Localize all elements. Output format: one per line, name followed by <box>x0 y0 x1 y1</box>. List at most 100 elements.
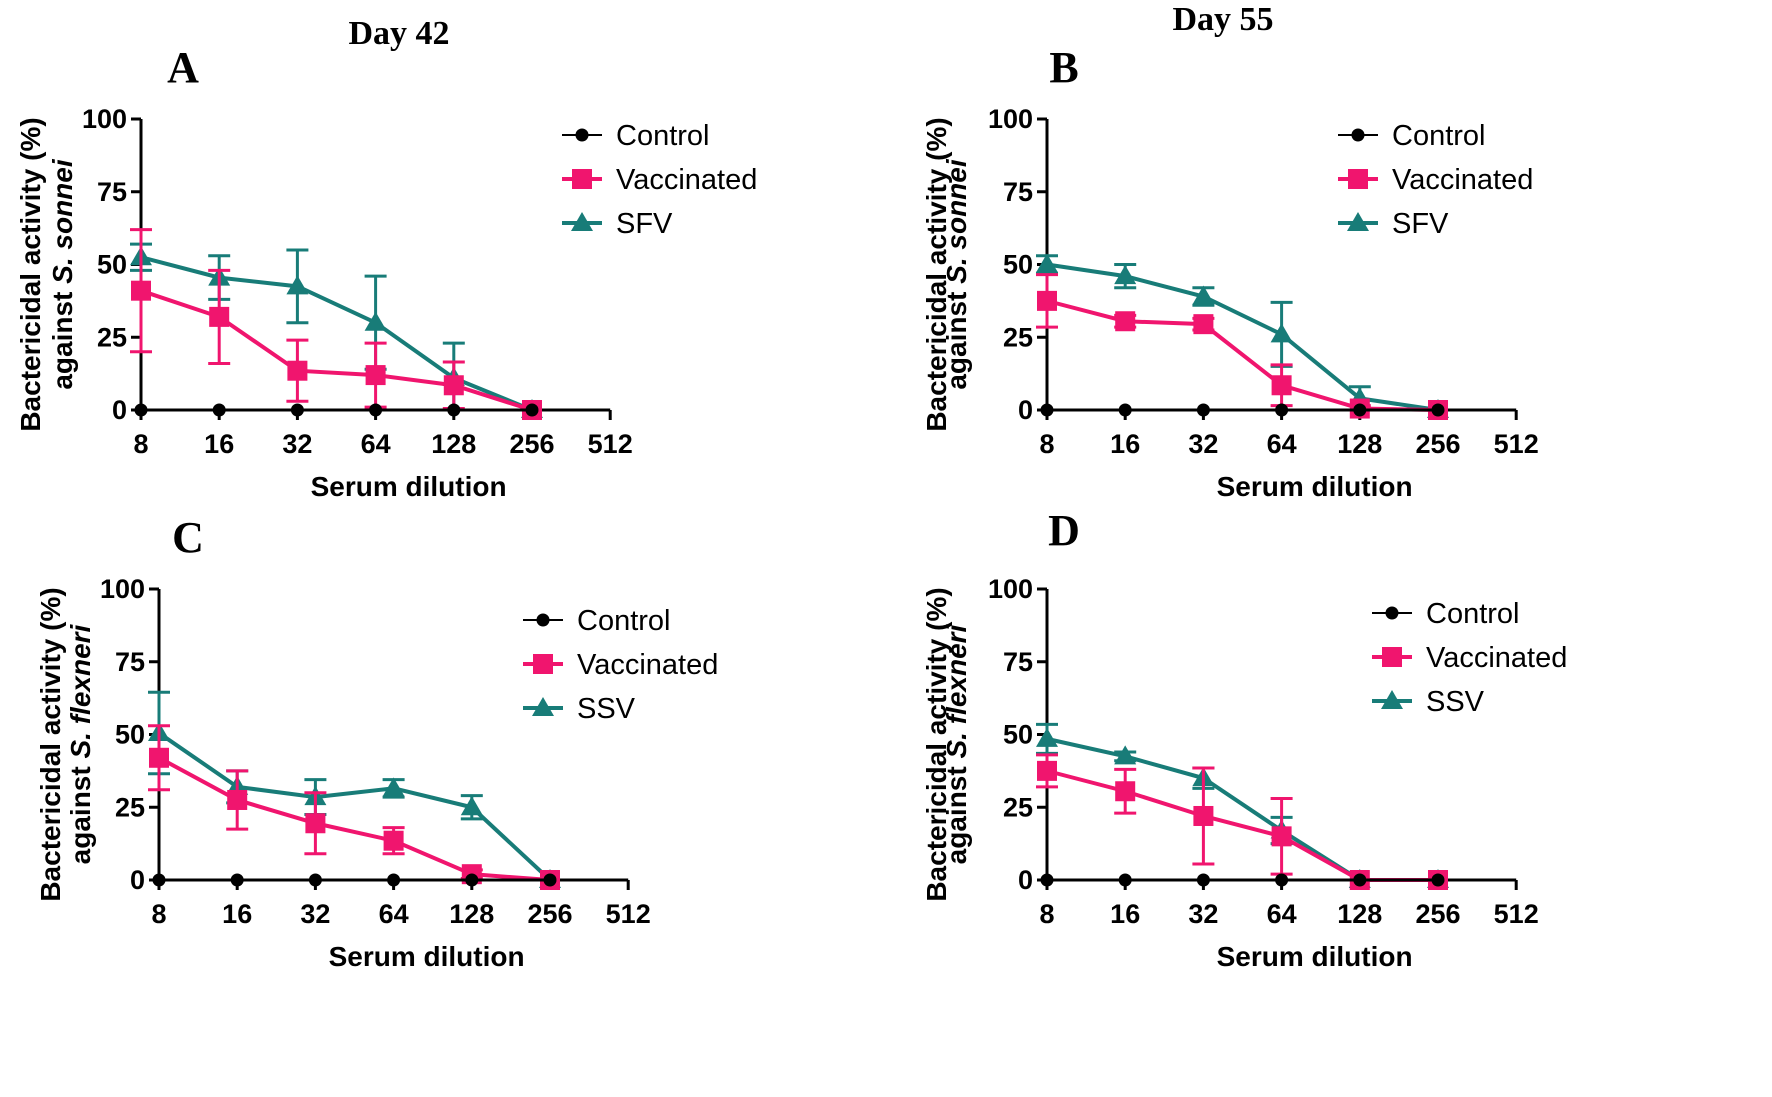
data-point-circle <box>134 403 148 417</box>
data-point-circle <box>290 403 304 417</box>
y-axis-title: Bactericidal activity (%)against S. sonn… <box>921 117 972 431</box>
y-tick-label: 100 <box>988 104 1033 134</box>
chart-panel-a: Day 42 A 0 25 50 75 100 8 16 32 64 128 256 512 Serum d… <box>15 15 757 502</box>
series-line <box>1046 262 1439 412</box>
x-tick-label: 32 <box>1188 899 1218 929</box>
panel-letter: A <box>167 43 199 92</box>
data-point-square <box>1382 647 1402 667</box>
data-point-circle <box>212 403 226 417</box>
data-point-square <box>1115 311 1136 332</box>
x-tick-label: 64 <box>1267 429 1297 459</box>
legend-label: Control <box>1392 120 1486 152</box>
data-point-square <box>1271 375 1292 396</box>
data-point-triangle <box>286 275 309 295</box>
series-line <box>157 731 552 882</box>
panel-letter: D <box>1048 506 1080 555</box>
legend-label: SSV <box>577 693 636 725</box>
y-axis-title-prefix: against <box>47 284 78 390</box>
legend-label: Control <box>1426 598 1520 630</box>
y-tick-label: 0 <box>1018 865 1033 895</box>
data-point-square <box>1037 760 1057 781</box>
data-point-square <box>1193 805 1214 826</box>
x-tick-label: 64 <box>361 429 391 459</box>
legend-label: Vaccinated <box>577 649 718 681</box>
data-point-circle <box>1351 128 1365 142</box>
y-axis-title-prefix: against <box>941 759 972 865</box>
data-point-circle <box>1385 606 1399 620</box>
data-point-circle <box>152 873 166 887</box>
y-tick-label: 100 <box>988 574 1033 604</box>
data-point-triangle <box>1036 727 1058 747</box>
series-control <box>152 873 557 887</box>
y-tick-label: 25 <box>1003 322 1033 352</box>
x-tick-label: 32 <box>300 899 330 929</box>
data-point-square <box>1348 169 1368 189</box>
data-point-circle <box>1040 403 1054 417</box>
legend-item-ssv: SSV <box>1372 686 1485 718</box>
y-tick-label: 50 <box>97 250 127 280</box>
y-tick-label: 0 <box>112 395 127 425</box>
x-tick-label: 16 <box>222 899 252 929</box>
x-axis-title: Serum dilution <box>1217 941 1413 972</box>
y-axis-title-line2: against S. flexneri <box>65 623 96 864</box>
y-axis-title-line1: Bactericidal activity (%) <box>15 117 46 431</box>
y-tick-label: 100 <box>100 574 145 604</box>
series-control <box>134 403 539 417</box>
data-point-circle <box>525 403 539 417</box>
x-tick-label: 512 <box>588 429 633 459</box>
y-tick-label: 50 <box>1003 720 1033 750</box>
data-point-square <box>305 813 326 834</box>
legend-item-vaccinated: Vaccinated <box>1338 164 1533 196</box>
data-point-square <box>365 365 386 386</box>
data-point-triangle <box>1381 690 1403 709</box>
data-point-circle <box>1431 403 1445 417</box>
legend-label: Vaccinated <box>1392 164 1533 196</box>
series-sfv <box>1036 253 1449 418</box>
data-point-circle <box>1040 873 1054 887</box>
series-ssv <box>1036 722 1449 888</box>
y-tick-label: 100 <box>82 104 127 134</box>
data-point-triangle <box>532 697 554 716</box>
x-tick-label: 8 <box>151 899 166 929</box>
y-axis-title-line1: Bactericidal activity (%) <box>921 117 952 431</box>
data-point-circle <box>536 613 550 627</box>
data-point-square <box>533 654 553 674</box>
panel-letter: B <box>1049 43 1078 92</box>
series-vaccinated <box>1036 273 1448 420</box>
legend-item-control: Control <box>562 120 710 152</box>
data-point-triangle <box>1114 265 1137 285</box>
legend: Control Vaccinated SSV <box>523 605 718 725</box>
x-tick-label: 128 <box>1337 429 1382 459</box>
data-point-circle <box>1431 873 1445 887</box>
data-point-circle <box>465 873 479 887</box>
legend-item-sfv: SFV <box>1338 208 1449 240</box>
x-tick-label: 16 <box>1110 899 1140 929</box>
y-axis-title-line2: against S. flexneri <box>941 623 972 864</box>
legend-label: SFV <box>616 208 673 240</box>
data-point-triangle <box>382 777 405 797</box>
y-axis-title-line1: Bactericidal activity (%) <box>35 587 66 901</box>
y-tick-label: 75 <box>97 177 127 207</box>
data-point-square <box>209 306 230 327</box>
data-point-circle <box>575 128 589 142</box>
data-point-circle <box>1196 403 1210 417</box>
legend-label: Control <box>616 120 710 152</box>
y-axis-title-species: S. flexneri <box>941 623 972 758</box>
data-point-triangle <box>1347 212 1369 231</box>
x-tick-label: 16 <box>204 429 234 459</box>
x-tick-label: 128 <box>431 429 476 459</box>
data-point-circle <box>1118 403 1132 417</box>
x-axis-title: Serum dilution <box>1217 471 1413 502</box>
data-point-circle <box>1275 873 1289 887</box>
data-point-triangle <box>364 311 387 331</box>
x-tick-label: 512 <box>1494 429 1539 459</box>
legend: Control Vaccinated SSV <box>1372 598 1567 718</box>
y-axis-title-species: S. sonnei <box>47 158 78 284</box>
data-point-circle <box>1353 873 1367 887</box>
y-axis-title: Bactericidal activity (%)against S. flex… <box>921 587 972 901</box>
data-point-circle <box>387 873 401 887</box>
data-point-circle <box>1196 873 1210 887</box>
series-control <box>1040 403 1445 417</box>
chart-panel-b: Day 55 B 0 25 50 75 100 8 16 32 64 128 256 512 Serum d… <box>921 1 1539 502</box>
y-tick-label: 50 <box>1003 250 1033 280</box>
